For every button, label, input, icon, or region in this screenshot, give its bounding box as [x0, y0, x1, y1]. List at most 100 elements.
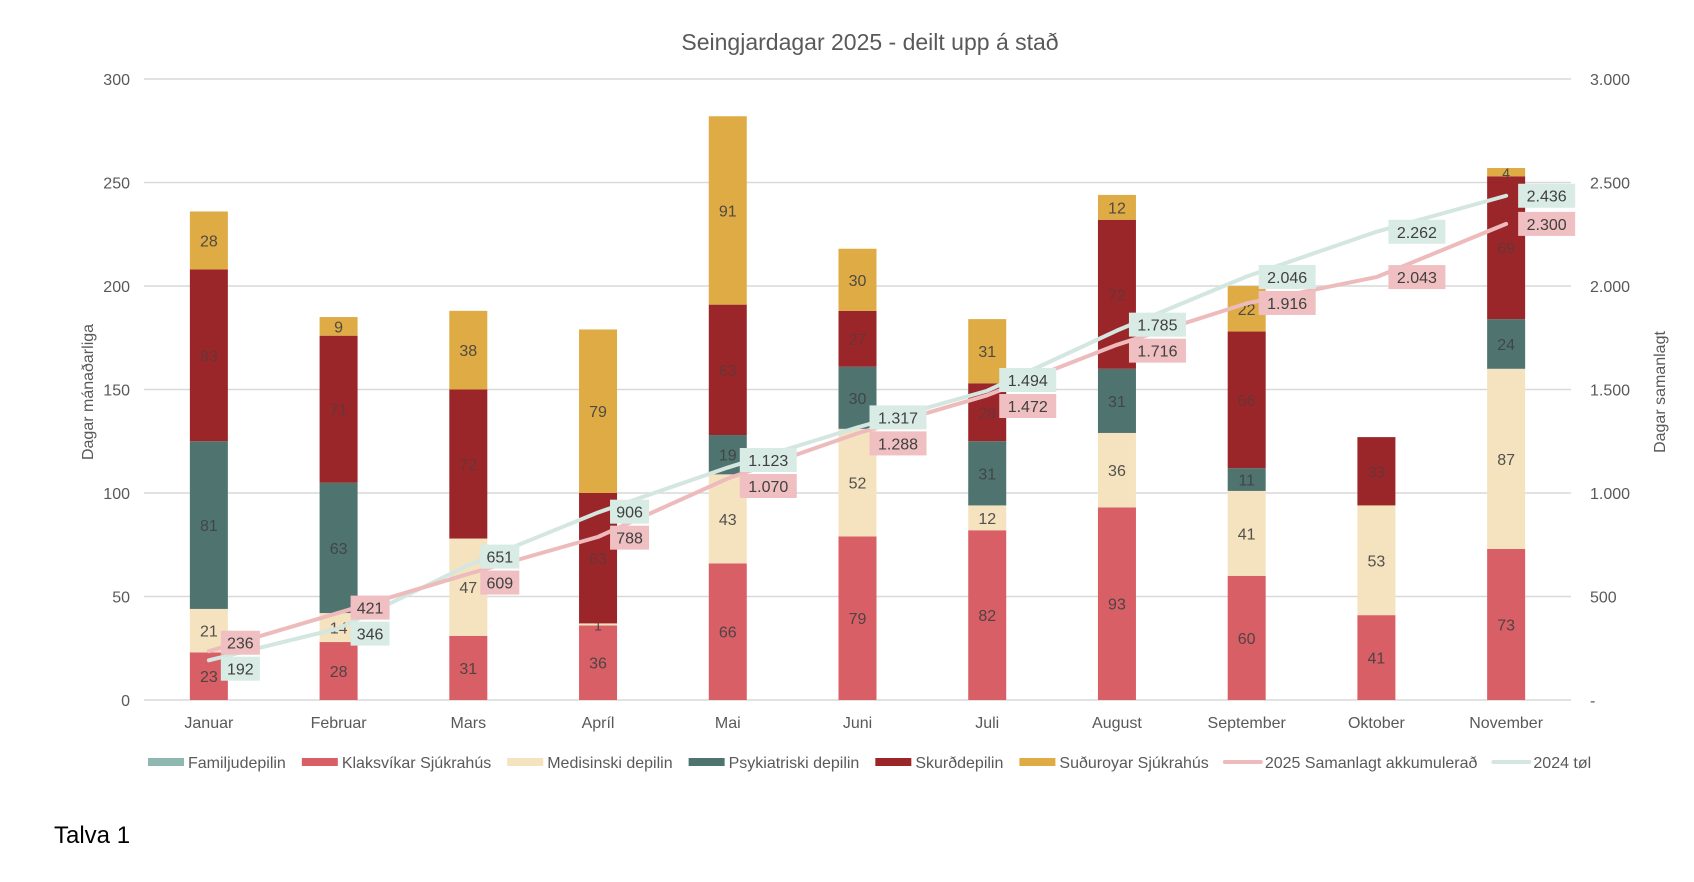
bar-data-label: 31 [1108, 394, 1126, 411]
line-data-label-text: 1.916 [1267, 296, 1307, 313]
bar-segment [1097, 368, 1136, 433]
bar-segment [319, 642, 358, 700]
legend-label: Skurðdepilin [915, 755, 1003, 772]
bar-data-label: 30 [849, 273, 867, 290]
x-tick-label: Juni [843, 715, 872, 732]
bar-stack: 23 21 81 83 28 [189, 211, 228, 700]
bar-data-label: 81 [200, 518, 218, 535]
bar-segment [968, 505, 1007, 531]
bar-data-label: 79 [589, 404, 607, 421]
line-data-label-bg [480, 544, 520, 569]
line-data-label-text: 1.472 [1008, 399, 1048, 416]
legend-label: Klaksvíkar Sjúkrahús [342, 755, 491, 772]
line-data-label: 2.300 [1518, 211, 1576, 236]
line-data-label-bg [1518, 183, 1576, 208]
bar-data-label: 52 [849, 476, 867, 493]
line-data-label-text: 788 [616, 531, 643, 548]
line-data-label-text: 346 [357, 627, 384, 644]
legend-swatch [1019, 758, 1056, 766]
bar-data-label: 36 [589, 656, 607, 673]
x-tick-label: Mai [715, 715, 741, 732]
line-data-label: 1.123 [739, 448, 797, 473]
line-data-label-bg [1518, 211, 1576, 236]
bar-data-label: 4 [1502, 165, 1510, 181]
x-tick-label: Januar [184, 715, 234, 732]
bar-segment [968, 441, 1007, 506]
line-data-label: 1.288 [869, 431, 927, 456]
bar-segment [1227, 331, 1266, 469]
bar-segment [968, 530, 1007, 700]
bar-stack: 73 87 24 69 4 [1487, 165, 1526, 700]
line-data-label: 2.262 [1388, 219, 1446, 244]
x-tick-label: Februar [311, 715, 368, 732]
bar-stack: 93 36 31 72 12 [1097, 194, 1136, 700]
line-data-label: 421 [350, 595, 390, 620]
y-axis-left-label: Dagar mánaðarliga [80, 324, 97, 460]
legend-item: Psykiatriski depilin [688, 755, 859, 772]
bar-data-label: 28 [200, 233, 218, 250]
line-data-label-bg [220, 630, 260, 655]
bar-segment [1097, 432, 1136, 508]
line-data-label-text: 609 [486, 576, 513, 593]
bar-stack: 66 43 19 63 91 [708, 116, 747, 700]
bar-data-label: 91 [719, 203, 737, 220]
line-data-label-text: 1.123 [748, 453, 788, 470]
line-data-label: 2.043 [1388, 265, 1446, 290]
y-axis-right-ticks: - 500 1.000 1.500 2.000 2.500 3.000 [1590, 72, 1630, 710]
bar-segment [579, 625, 618, 700]
x-tick-label: September [1208, 715, 1287, 732]
line-data-label: 1.716 [1128, 338, 1186, 363]
line-data-label: 1.494 [999, 368, 1057, 393]
y-tick-label-left: 50 [112, 590, 130, 607]
line-data-label-text: 651 [486, 550, 513, 567]
line-data-label-bg [1258, 290, 1316, 315]
bar-segment [319, 317, 358, 336]
bar-segment [579, 623, 618, 626]
line-data-label: 1.070 [739, 474, 797, 499]
line-data-label-bg [739, 474, 797, 499]
bar-segment [1097, 194, 1136, 220]
lines: 2364216097881.0701.2881.4721.7161.9162.0… [206, 183, 1576, 681]
chart-title: Seingjardagar 2025 - deilt upp á stað [681, 29, 1058, 55]
y-tick-label-left: 100 [103, 486, 130, 503]
bar-data-label: 33 [1368, 464, 1386, 481]
bar-data-label: 47 [459, 580, 477, 597]
bar-segment [708, 304, 747, 436]
bar-data-label: 27 [849, 332, 867, 349]
legend-item: 2025 Samanlagt akkumulerað [1222, 755, 1477, 772]
bar-data-label: 31 [978, 466, 996, 483]
legend-swatch [688, 758, 725, 766]
bar-data-label: 63 [719, 363, 737, 380]
bar-data-label: 28 [978, 405, 996, 422]
line-data-label-text: 192 [227, 662, 254, 679]
bar-data-label: 79 [849, 611, 867, 628]
bar-data-label: 72 [459, 457, 477, 474]
bar-segment [1357, 505, 1396, 616]
line-data-label: 346 [350, 621, 390, 646]
line-data-label-bg [869, 431, 927, 456]
line-data-label: 788 [610, 525, 650, 550]
line-data-label-text: 1.785 [1137, 318, 1177, 335]
line-data-label-text: 2.436 [1527, 189, 1567, 206]
legend-item: 2024 tøl [1491, 755, 1591, 772]
bar-data-label: 60 [1238, 631, 1256, 648]
legend-item: Klaksvíkar Sjúkrahús [301, 755, 491, 772]
line-data-label: 1.916 [1258, 290, 1316, 315]
y-tick-label-left: 300 [103, 72, 130, 89]
bar-data-label: 24 [1497, 337, 1515, 354]
y-tick-label-right: 1.500 [1590, 383, 1630, 400]
line-data-label-bg [1258, 264, 1316, 289]
bar-segment [708, 563, 747, 700]
line-data-label-bg [1128, 312, 1186, 337]
legend-item: Medisinski depilin [507, 755, 673, 772]
bar-data-label: 69 [1497, 241, 1515, 258]
line-data-label: 1.785 [1128, 312, 1186, 337]
legend-swatch [875, 758, 912, 766]
y-tick-label-right: 2.000 [1590, 279, 1630, 296]
bar-data-label: 11 [1238, 473, 1255, 490]
legend-item: Familjudepilin [148, 755, 286, 772]
bars: 2321818328281463719314772383616379664319… [189, 116, 1526, 700]
bar-data-label: 73 [1497, 617, 1515, 634]
line-data-label-text: 2.262 [1397, 225, 1437, 242]
bar-segment [189, 211, 228, 270]
